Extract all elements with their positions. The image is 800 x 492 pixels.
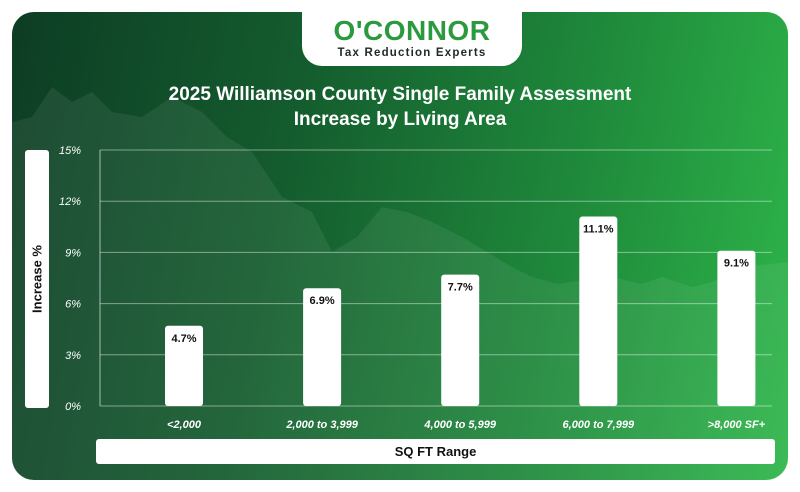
y-tick-label: 9% <box>65 247 81 259</box>
y-tick-label: 6% <box>65 299 81 311</box>
brand-name: O'CONNOR <box>333 15 491 46</box>
bar <box>441 274 480 406</box>
bar <box>579 216 618 406</box>
y-tick-label: 3% <box>65 350 81 362</box>
data-label: 7.7% <box>448 282 473 294</box>
x-tick-label: >8,000 SF+ <box>708 419 766 431</box>
x-axis-label: SQ FT Range <box>96 439 775 464</box>
y-tick-label: 0% <box>65 401 81 413</box>
bar <box>303 288 342 406</box>
chart-title-line-1: 2025 Williamson County Single Family Ass… <box>168 84 632 105</box>
x-tick-label: <2,000 <box>167 419 202 431</box>
y-tick-label: 15% <box>59 145 81 157</box>
logo: O'CONNOR Tax Reduction Experts <box>302 12 522 66</box>
x-tick-label: 2,000 to 3,999 <box>285 419 358 431</box>
bar <box>717 250 756 406</box>
chart-title: 2025 Williamson County Single Family Ass… <box>0 82 800 132</box>
y-axis-label-box <box>25 150 49 408</box>
brand-tagline: Tax Reduction Experts <box>337 47 487 59</box>
data-label: 9.1% <box>724 258 749 270</box>
x-tick-label: 6,000 to 7,999 <box>563 419 635 431</box>
data-label: 6.9% <box>310 295 335 307</box>
chart-title-line-2: Increase by Living Area <box>293 109 507 130</box>
data-label: 4.7% <box>171 333 196 345</box>
y-tick-label: 12% <box>59 196 81 208</box>
bar <box>165 325 203 406</box>
x-tick-label: 4,000 to 5,999 <box>423 419 496 431</box>
data-label: 11.1% <box>583 224 614 236</box>
